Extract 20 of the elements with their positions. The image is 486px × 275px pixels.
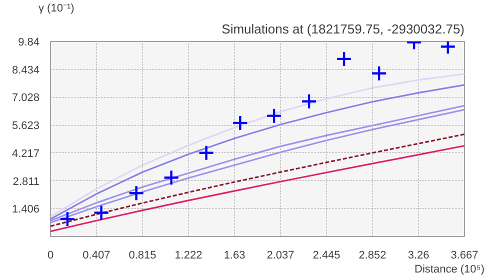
- y-axis-title: γ (10⁻¹): [38, 2, 74, 14]
- x-axis-title: Distance (10⁵): [414, 264, 485, 275]
- x-tick-label: 3.667: [450, 250, 478, 262]
- y-tick-label: 5.623: [12, 120, 40, 132]
- x-tick-label: 0: [47, 250, 54, 262]
- y-tick-label: 7.028: [12, 92, 40, 104]
- x-tick-label: 2.852: [358, 250, 386, 262]
- y-tick-label: 1.406: [12, 204, 40, 216]
- x-tick-label: 1.63: [224, 250, 246, 262]
- y-tick-label: 8.434: [12, 64, 40, 76]
- x-tick-label: 0.407: [82, 250, 110, 262]
- x-tick-label: 2.445: [312, 250, 340, 262]
- y-tick-label: 4.217: [12, 148, 40, 160]
- y-tick-label: 9.84: [18, 36, 40, 48]
- x-tick-label: 2.037: [266, 250, 294, 262]
- chart-title: Simulations at (1821759.75, -2930032.75): [222, 22, 465, 36]
- y-tick-label: 2.811: [12, 176, 40, 188]
- x-tick-label: 0.815: [128, 250, 156, 262]
- x-tick-label: 3.26: [408, 250, 430, 262]
- x-tick-label: 1.222: [174, 250, 202, 262]
